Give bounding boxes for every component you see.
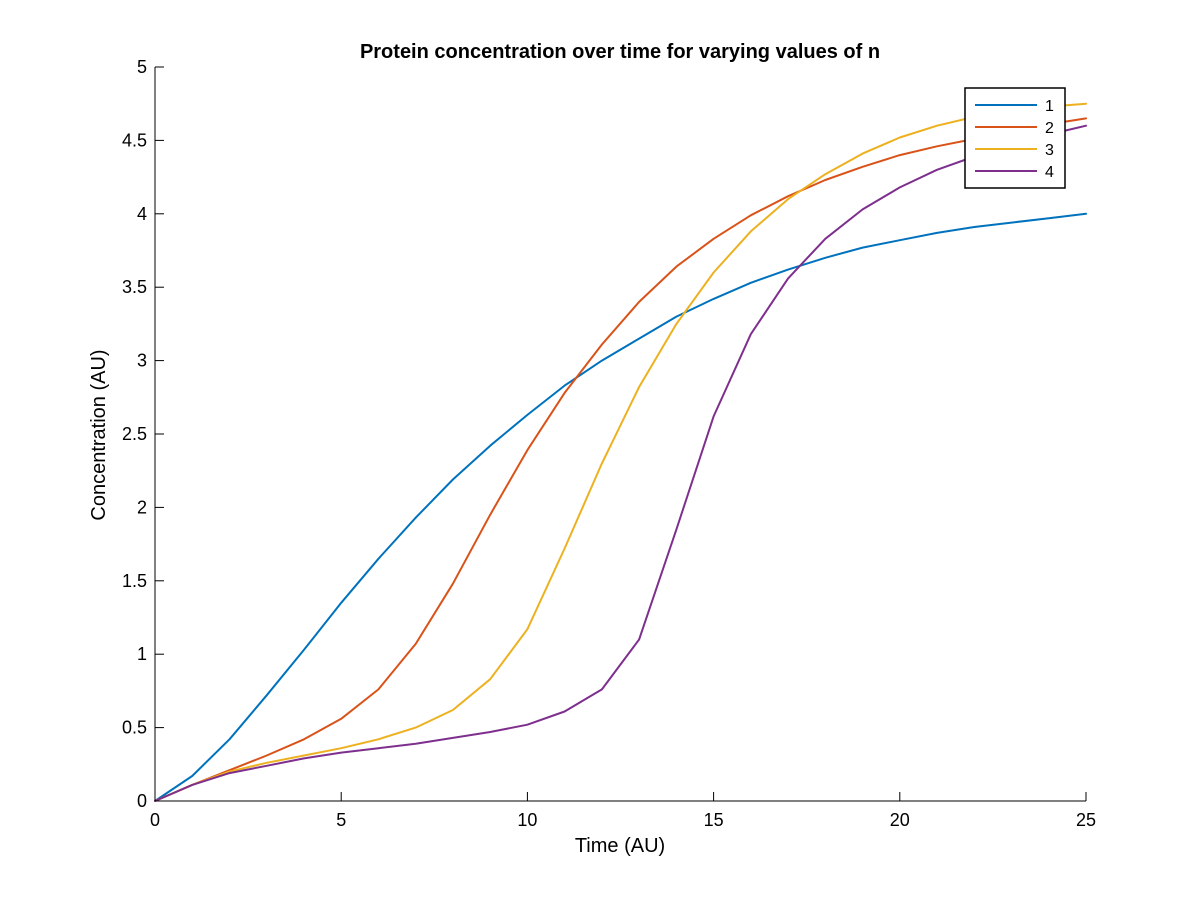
x-tick-label: 20	[890, 810, 910, 830]
y-tick-label: 4.5	[122, 130, 147, 150]
y-tick-label: 5	[137, 57, 147, 77]
y-tick-label: 3	[137, 351, 147, 371]
series-line-3	[154, 102, 1087, 802]
legend-label-4: 4	[1045, 164, 1054, 181]
legend: 1 2 3 4	[964, 87, 1066, 189]
series-line-2	[154, 117, 1087, 802]
y-axis-label: Concentration (AU)	[88, 349, 110, 520]
y-tick-label: 2	[137, 497, 147, 517]
x-tick-label: 0	[150, 810, 160, 830]
axes-frame	[154, 67, 1086, 802]
ticks-layer: 0 5 10 15 20 25 0 0.5 1 1.5 2 2.5 3 3.5 4 4.5 5	[122, 57, 1096, 830]
x-axis-label: Time (AU)	[575, 835, 665, 857]
y-tick-label: 1.5	[122, 571, 147, 591]
chart-title: Protein concentration over time for vary…	[360, 41, 880, 63]
y-tick-label: 2.5	[122, 424, 147, 444]
legend-label-3: 3	[1045, 142, 1054, 159]
series-line-4	[154, 124, 1087, 802]
y-tick-label: 4	[137, 204, 147, 224]
series-line-1	[154, 212, 1087, 802]
x-tick-label: 5	[336, 810, 346, 830]
x-tick-label: 10	[517, 810, 537, 830]
x-tick-label: 25	[1076, 810, 1096, 830]
series-layer	[154, 102, 1087, 802]
y-tick-label: 0.5	[122, 718, 147, 738]
x-tick-label: 15	[704, 810, 724, 830]
y-tick-label: 1	[137, 644, 147, 664]
legend-label-2: 2	[1045, 120, 1054, 137]
legend-label-1: 1	[1045, 98, 1054, 115]
y-tick-label: 0	[137, 791, 147, 811]
y-tick-label: 3.5	[122, 277, 147, 297]
